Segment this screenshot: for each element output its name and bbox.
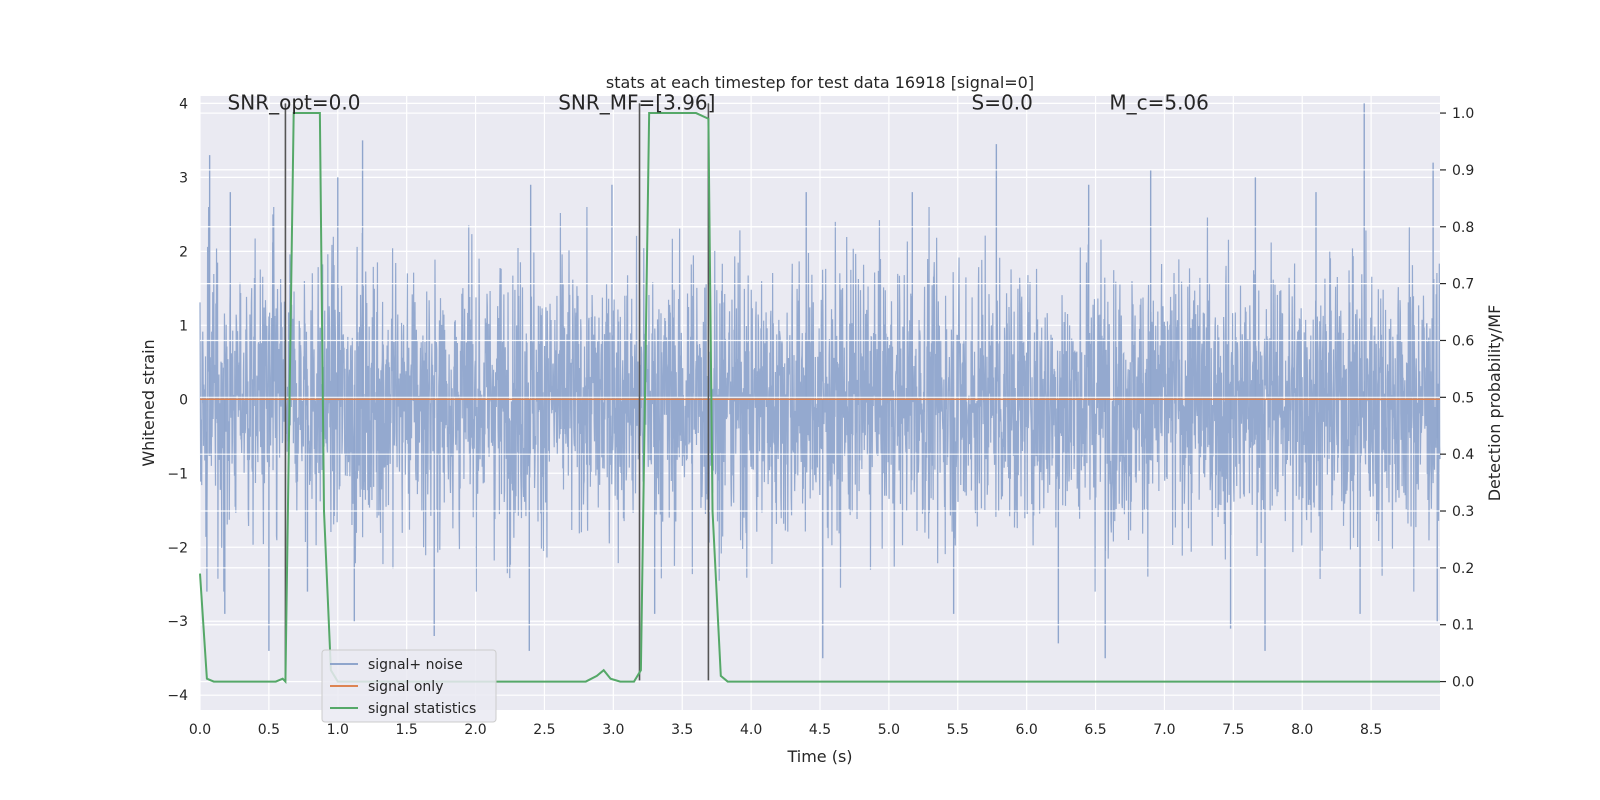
x-axis-label: Time (s) — [786, 747, 852, 766]
y-right-tick-label: 0.0 — [1452, 675, 1474, 691]
x-tick-label: 2.5 — [533, 722, 555, 738]
legend-label: signal statistics — [368, 701, 476, 717]
x-tick-label: 6.5 — [1084, 722, 1106, 738]
y-tick-label: 2 — [179, 244, 188, 260]
y-right-tick-label: 0.1 — [1452, 618, 1474, 634]
y-tick-label: −2 — [167, 540, 188, 556]
y-axis-right-label: Detection probability/MF — [1485, 305, 1504, 502]
y-right-tick-label: 0.4 — [1452, 447, 1474, 463]
signal-statistics-line — [199, 112, 1440, 685]
x-tick-label: 1.5 — [396, 722, 418, 738]
y-right-tick-label: 1.0 — [1452, 106, 1474, 122]
x-tick-label: 7.0 — [1153, 722, 1175, 738]
legend-label: signal+ noise — [368, 657, 463, 673]
x-tick-label: 4.5 — [809, 722, 831, 738]
y-tick-label: −1 — [167, 466, 188, 482]
y-tick-label: 0 — [179, 392, 188, 408]
y-right-tick-label: 0.2 — [1452, 561, 1474, 577]
y-tick-label: 3 — [179, 170, 188, 186]
x-tick-label: 4.0 — [740, 722, 762, 738]
y-right-tick-label: 0.6 — [1452, 333, 1474, 349]
x-tick-label: 3.0 — [602, 722, 624, 738]
x-tick-label: 1.0 — [327, 722, 349, 738]
annotations: SNR_opt=0.0 SNR_MF=[3.96] S=0.0 M_c=5.06 — [228, 90, 1209, 114]
y-right-tick-label: 0.3 — [1452, 504, 1474, 520]
legend-box — [321, 649, 497, 723]
legend-label: signal only — [368, 679, 443, 695]
annotation-text: S=0.0 — [972, 90, 1033, 114]
x-tick-label: 0.5 — [258, 722, 280, 738]
y-axis-label: Whitened strain — [139, 339, 158, 466]
signal-noise-line — [199, 206, 1441, 592]
x-tick-label: 6.0 — [1016, 722, 1038, 738]
x-tick-label: 8.0 — [1291, 722, 1313, 738]
y-right-tick-label: 0.5 — [1452, 390, 1474, 406]
x-tick-label: 2.0 — [464, 722, 486, 738]
y-right-tick-label: 0.7 — [1452, 277, 1474, 293]
x-tick-label: 3.5 — [671, 722, 693, 738]
x-tick-label: 5.5 — [947, 722, 969, 738]
x-tick-label: 0.0 — [189, 722, 211, 738]
y-tick-label: −3 — [167, 614, 188, 630]
legend: signal+ noise signal only signal statistic… — [321, 649, 497, 723]
annotation-text: M_c=5.06 — [1109, 90, 1209, 114]
y-tick-label: 1 — [179, 318, 188, 334]
series-lines — [199, 103, 1440, 685]
y-right-tick-label: 0.8 — [1452, 220, 1474, 236]
annotation-text: SNR_MF=[3.96] — [558, 90, 715, 114]
y-right-tick-label: 0.9 — [1452, 163, 1474, 179]
x-tick-label: 7.5 — [1222, 722, 1244, 738]
chart-title: stats at each timestep for test data 169… — [606, 73, 1034, 92]
x-tick-label: 5.0 — [878, 722, 900, 738]
y-tick-label: 4 — [179, 96, 188, 112]
x-tick-label: 8.5 — [1360, 722, 1382, 738]
y-tick-label: −4 — [167, 688, 188, 704]
ticks: 0.0 0.5 1.0 1.5 2.0 2.5 3.0 3.5 4.0 4.5 5.0 5.5 6.0 6… — [167, 96, 1474, 738]
annotation-text: SNR_opt=0.0 — [228, 90, 361, 114]
